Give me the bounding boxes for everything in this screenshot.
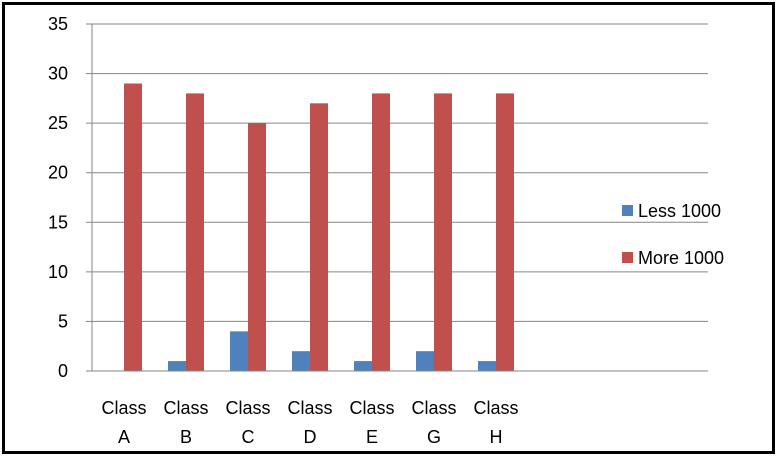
y-tick-label: 5	[58, 311, 68, 331]
y-tick-label: 25	[48, 113, 68, 133]
x-category-label-line1: Class	[225, 398, 270, 418]
axes	[86, 23, 708, 372]
x-category-label-line2: A	[118, 427, 130, 447]
legend-label: More 1000	[638, 248, 724, 268]
x-category-label-line2: E	[366, 427, 378, 447]
bar-less-1000	[354, 361, 372, 371]
bar-more-1000	[186, 93, 204, 372]
y-tick-label: 30	[48, 64, 68, 84]
x-category-label-line1: Class	[411, 398, 456, 418]
bar-more-1000	[372, 93, 390, 372]
bar-more-1000	[434, 93, 452, 372]
y-tick-label: 0	[58, 361, 68, 381]
x-category-labels: Class A Class B Class C Class D Class E Class G Clas…	[101, 398, 518, 447]
bar-more-1000	[496, 93, 514, 372]
legend-label: Less 1000	[638, 201, 721, 221]
y-tick-label: 20	[48, 163, 68, 183]
x-category-label-line2: H	[490, 427, 503, 447]
x-category-label-line1: Class	[163, 398, 208, 418]
bars	[124, 83, 514, 372]
y-tick-label: 15	[48, 212, 68, 232]
x-category-label-line2: D	[304, 427, 317, 447]
y-tick-label: 35	[48, 14, 68, 34]
x-category-label-line2: G	[427, 427, 441, 447]
x-category-label-line2: C	[242, 427, 255, 447]
bar-less-1000	[230, 331, 248, 371]
x-category-label-line1: Class	[101, 398, 146, 418]
x-category-label-line1: Class	[287, 398, 332, 418]
gridlines	[92, 23, 708, 322]
bar-more-1000	[248, 123, 266, 372]
y-tick-labels: 0 5 10 15 20 25 30 35	[48, 14, 68, 381]
x-category-label-line2: B	[180, 427, 192, 447]
legend-swatch	[622, 205, 633, 216]
bar-less-1000	[292, 351, 310, 371]
bar-less-1000	[416, 351, 434, 371]
bar-more-1000	[124, 83, 142, 371]
bar-less-1000	[168, 361, 186, 371]
bar-less-1000	[478, 361, 496, 371]
x-category-label-line1: Class	[349, 398, 394, 418]
x-category-label-line1: Class	[473, 398, 518, 418]
bar-more-1000	[310, 103, 328, 372]
y-tick-label: 10	[48, 262, 68, 282]
legend: Less 1000 More 1000	[622, 201, 724, 268]
legend-swatch	[622, 252, 633, 263]
